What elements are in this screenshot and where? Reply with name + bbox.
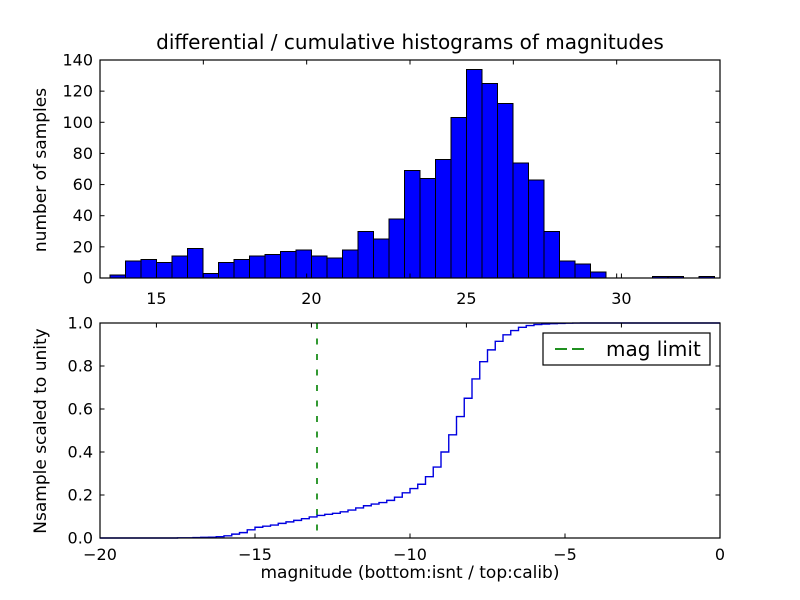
histogram-bar [574, 263, 591, 279]
histogram-bar [233, 258, 250, 279]
top-y-tick-label: 60 [73, 175, 93, 194]
top-y-tick-label: 20 [73, 237, 93, 256]
histogram-bar [388, 218, 405, 279]
bottom-x-tick-label: −10 [393, 545, 427, 564]
figure-title: differential / cumulative histograms of … [156, 30, 664, 54]
top-y-tick-label: 40 [73, 206, 93, 225]
bottom-y-axis-label: Nsample scaled to unity [31, 328, 51, 534]
histogram-bar [124, 260, 142, 279]
histogram-bar [558, 260, 576, 279]
top-y-tick-label: 140 [62, 51, 93, 70]
cumulative-curve [100, 322, 720, 539]
top-plot: 0 20 40 60 80 100 120 140 15 20 25 30 [62, 51, 721, 308]
histogram-bar [434, 159, 452, 279]
histogram-bar [171, 255, 188, 279]
histogram-bar [512, 162, 529, 279]
histogram-bar [341, 249, 359, 279]
histogram-bar [419, 177, 436, 279]
top-y-axis-label: number of samples [31, 87, 51, 253]
top-y-tick-label: 0 [83, 269, 93, 288]
histogram-bar [403, 170, 421, 279]
histogram-bar [310, 255, 328, 279]
top-x-tick-label: 25 [456, 289, 476, 308]
histogram-bar [186, 247, 204, 279]
histogram-bar [465, 68, 483, 279]
histogram-bar [279, 251, 297, 279]
bottom-x-tick-label: −5 [553, 545, 577, 564]
top-x-tick-label: 15 [146, 289, 166, 308]
bottom-x-axis-label: magnitude (bottom:isnt / top:calib) [260, 563, 560, 583]
bottom-plot-frame [99, 322, 721, 539]
histogram-bar [372, 238, 390, 279]
bottom-x-tick-label: 0 [715, 545, 725, 564]
legend: mag limit [542, 332, 711, 366]
top-histogram-bars [109, 68, 715, 279]
top-y-tick-label: 120 [62, 82, 93, 101]
bottom-y-tick-label: 0.8 [68, 357, 93, 376]
histogram-bar [248, 255, 266, 279]
histogram-bar [357, 230, 374, 279]
bottom-y-tick-label: 0.0 [68, 529, 93, 548]
top-y-tick-label: 80 [73, 144, 93, 163]
histogram-bar [202, 272, 219, 279]
top-x-tick-label: 20 [301, 289, 321, 308]
legend-label: mag limit [606, 337, 701, 361]
histogram-bar [295, 249, 312, 279]
histogram-bar [140, 258, 157, 279]
histogram-bar [326, 257, 343, 279]
histogram-bar [264, 254, 281, 279]
histogram-bar [481, 82, 498, 279]
bottom-y-tick-label: 0.2 [68, 486, 93, 505]
bottom-y-tick-label: 0.6 [68, 400, 93, 419]
histogram-bar [450, 117, 467, 279]
histogram-bar [543, 230, 560, 279]
histogram-bar [589, 271, 607, 279]
bottom-y-tick-label: 1.0 [68, 314, 93, 333]
top-y-tick-label: 100 [62, 113, 93, 132]
bottom-plot: 0.0 0.2 0.4 0.6 0.8 1.0 −20 −15 −10 −5 0 mag limit [68, 314, 726, 565]
top-x-tick-label: 30 [611, 289, 631, 308]
bottom-x-tick-label: −15 [238, 545, 272, 564]
histogram-bar [527, 179, 545, 279]
legend-box [542, 332, 711, 366]
histogram-bar [496, 103, 514, 279]
histogram-bar [155, 261, 173, 279]
histogram-bar [217, 261, 235, 279]
top-plot-frame [99, 59, 721, 279]
bottom-x-tick-label: −20 [83, 545, 117, 564]
bottom-y-tick-label: 0.4 [68, 443, 93, 462]
